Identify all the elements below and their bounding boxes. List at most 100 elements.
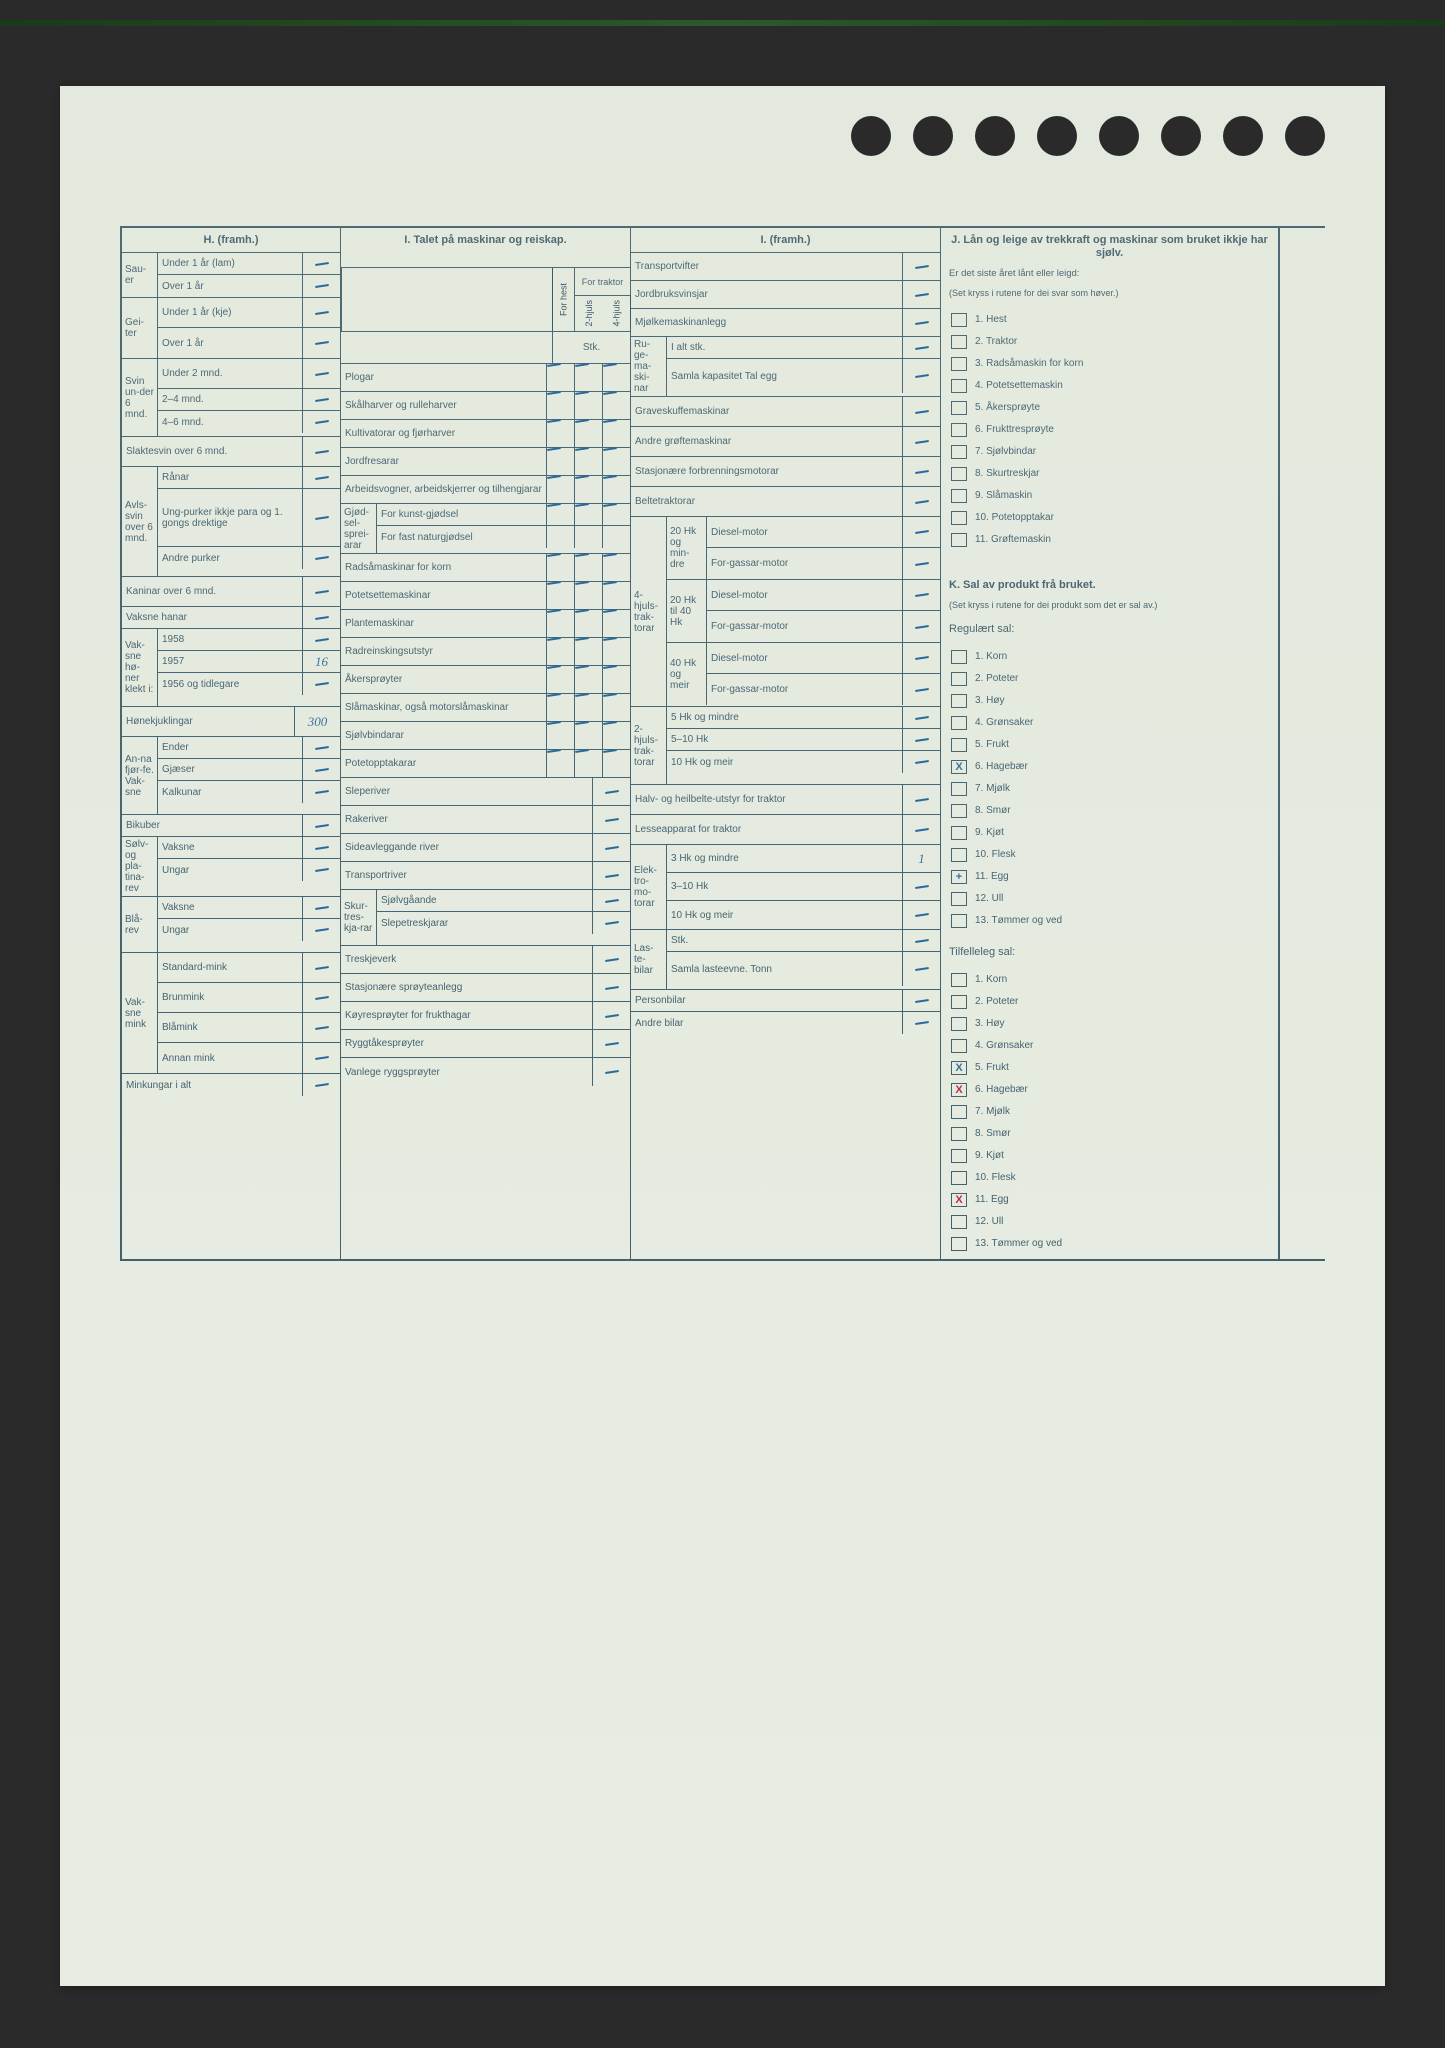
h-avls-ung-val[interactable]: [302, 489, 340, 546]
i2-4h-val[interactable]: [902, 580, 940, 610]
checkbox[interactable]: [951, 489, 967, 503]
i1-val-h[interactable]: [546, 722, 574, 749]
i2-ruge-kap-val[interactable]: [902, 359, 940, 393]
i1-val-4[interactable]: [602, 638, 630, 665]
i1-skur-sj-val[interactable]: [592, 890, 630, 911]
checkbox[interactable]: [951, 511, 967, 525]
i1-gjod-kunst-2[interactable]: [574, 504, 602, 525]
h-mink-brun-val[interactable]: [302, 983, 340, 1012]
i2-top-val[interactable]: [902, 281, 940, 308]
checkbox[interactable]: [951, 738, 967, 752]
checkbox[interactable]: [951, 995, 967, 1009]
h-honer-1958-val[interactable]: [302, 629, 340, 650]
i1-val-h[interactable]: [546, 694, 574, 721]
i1-val-4[interactable]: [602, 392, 630, 419]
h-honer-1957-val[interactable]: 16: [302, 651, 340, 672]
i1-val-2[interactable]: [574, 610, 602, 637]
h-avls-andre-val[interactable]: [302, 547, 340, 569]
checkbox[interactable]: +: [951, 870, 967, 884]
checkbox[interactable]: [951, 335, 967, 349]
i2-andre-val[interactable]: [902, 1012, 940, 1034]
i1-val-2[interactable]: [574, 722, 602, 749]
i1-val-4[interactable]: [602, 582, 630, 609]
i1-val[interactable]: [592, 946, 630, 973]
i1-val-4[interactable]: [602, 694, 630, 721]
i2-halv-val[interactable]: [902, 785, 940, 814]
i1-gjod-kunst-h[interactable]: [546, 504, 574, 525]
i1-val-2[interactable]: [574, 638, 602, 665]
i2-el-val[interactable]: [902, 873, 940, 900]
checkbox[interactable]: [951, 467, 967, 481]
checkbox[interactable]: [951, 804, 967, 818]
h-mink-bla-val[interactable]: [302, 1013, 340, 1042]
checkbox[interactable]: [951, 1017, 967, 1031]
h-sauer-over1-val[interactable]: [302, 275, 340, 297]
h-svin-24-val[interactable]: [302, 389, 340, 410]
checkbox[interactable]: [951, 1237, 967, 1251]
i1-val-2[interactable]: [574, 694, 602, 721]
h-mink-ann-val[interactable]: [302, 1043, 340, 1073]
i1-val-4[interactable]: [602, 448, 630, 475]
h-solv-u-val[interactable]: [302, 859, 340, 881]
i1-val-2[interactable]: [574, 666, 602, 693]
i2-row-val[interactable]: [902, 457, 940, 486]
i1-val-4[interactable]: [602, 610, 630, 637]
h-mink-std-val[interactable]: [302, 953, 340, 982]
h-bla-v-val[interactable]: [302, 897, 340, 918]
checkbox[interactable]: [951, 423, 967, 437]
i1-val-2[interactable]: [574, 420, 602, 447]
i1-val-h[interactable]: [546, 582, 574, 609]
checkbox[interactable]: [951, 401, 967, 415]
h-svin-u2-val[interactable]: [302, 359, 340, 388]
i2-row-val[interactable]: [902, 397, 940, 426]
i1-val[interactable]: [592, 1058, 630, 1086]
h-vhanar-val[interactable]: [302, 607, 340, 628]
i1-val[interactable]: [592, 974, 630, 1001]
i1-val-2[interactable]: [574, 750, 602, 777]
i1-val-4[interactable]: [602, 722, 630, 749]
checkbox[interactable]: [951, 826, 967, 840]
i1-val-2[interactable]: [574, 392, 602, 419]
checkbox[interactable]: [951, 1039, 967, 1053]
i2-row-val[interactable]: [902, 427, 940, 456]
h-kalkunar-val[interactable]: [302, 781, 340, 803]
checkbox[interactable]: X: [951, 1083, 967, 1097]
h-honekj-val[interactable]: 300: [294, 707, 340, 736]
h-sauer-under1-val[interactable]: [302, 253, 340, 274]
checkbox[interactable]: [951, 848, 967, 862]
i1-skur-sl-val[interactable]: [592, 912, 630, 934]
h-bikuber-val[interactable]: [302, 815, 340, 836]
checkbox[interactable]: [951, 973, 967, 987]
i1-val-4[interactable]: [602, 750, 630, 777]
i2-laste-tonn-val[interactable]: [902, 952, 940, 986]
i2-el-val[interactable]: [902, 901, 940, 929]
checkbox[interactable]: [951, 650, 967, 664]
h-avls-ranar-val[interactable]: [302, 467, 340, 488]
h-svin-46-val[interactable]: [302, 411, 340, 433]
i2-ruge-alt-val[interactable]: [902, 337, 940, 358]
i2-top-val[interactable]: [902, 253, 940, 280]
i2-el-val[interactable]: 1: [902, 845, 940, 872]
i2-2h-val[interactable]: [902, 707, 940, 728]
checkbox[interactable]: [951, 782, 967, 796]
i2-4h-val[interactable]: [902, 517, 940, 547]
i2-4h-val[interactable]: [902, 548, 940, 579]
h-solv-v-val[interactable]: [302, 837, 340, 858]
i2-4h-val[interactable]: [902, 611, 940, 642]
i1-val-h[interactable]: [546, 364, 574, 391]
i2-2h-val[interactable]: [902, 729, 940, 750]
i1-val-2[interactable]: [574, 476, 602, 503]
i2-person-val[interactable]: [902, 990, 940, 1011]
i2-4h-val[interactable]: [902, 643, 940, 673]
checkbox[interactable]: [951, 313, 967, 327]
checkbox[interactable]: X: [951, 1193, 967, 1207]
i1-val-h[interactable]: [546, 420, 574, 447]
checkbox[interactable]: [951, 892, 967, 906]
i1-val-2[interactable]: [574, 554, 602, 581]
checkbox[interactable]: X: [951, 760, 967, 774]
h-honer-1956-val[interactable]: [302, 673, 340, 695]
i1-val-2[interactable]: [574, 448, 602, 475]
checkbox[interactable]: [951, 379, 967, 393]
i1-val[interactable]: [592, 806, 630, 833]
checkbox[interactable]: [951, 357, 967, 371]
